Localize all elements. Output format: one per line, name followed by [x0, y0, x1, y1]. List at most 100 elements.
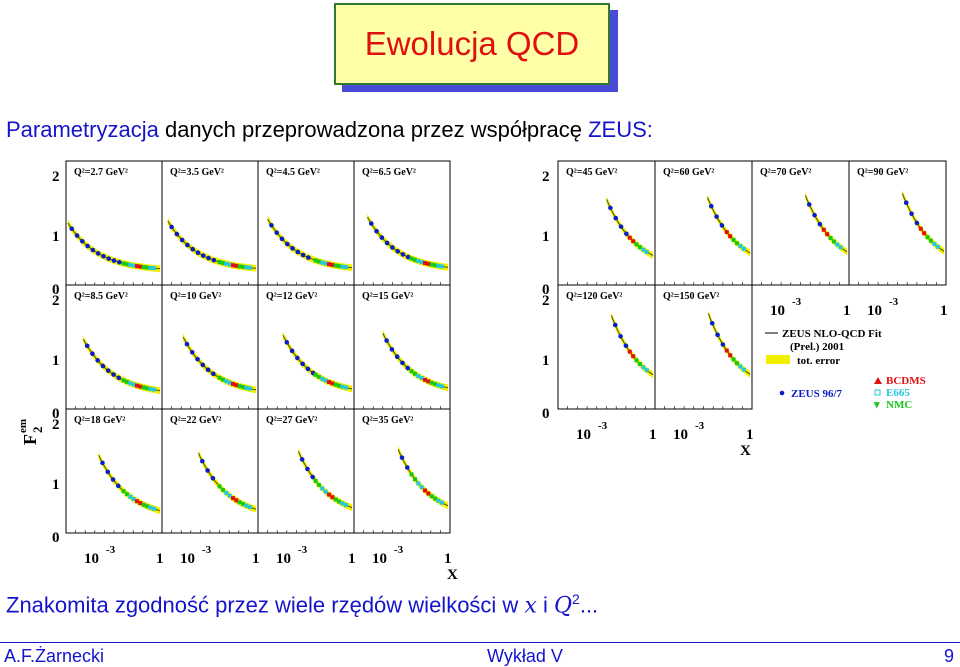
- legend-zeus-marker: [779, 390, 785, 396]
- y-tick-label: 1: [52, 477, 60, 493]
- zeus-point: [394, 354, 400, 360]
- panel-frame: [751, 160, 850, 286]
- e665-point: [227, 262, 232, 267]
- zeus-point: [105, 368, 111, 373]
- e665-point: [641, 247, 646, 252]
- y-tick-label: 0: [52, 530, 60, 546]
- zeus-point: [817, 221, 823, 227]
- nmc-point: [412, 477, 417, 482]
- e665-point: [320, 486, 325, 491]
- panel-q2-label: Q²=15 GeV²: [362, 291, 413, 302]
- zeus-point: [90, 351, 95, 357]
- e665-point: [641, 365, 646, 370]
- x-tick-exponent: -3: [598, 420, 608, 432]
- nmc-point: [145, 504, 150, 509]
- panel-q2-label: Q²=12 GeV²: [266, 291, 317, 302]
- e665-point: [131, 263, 136, 268]
- zeus-point: [715, 332, 720, 338]
- zeus-point: [300, 361, 305, 367]
- e665-point: [935, 244, 940, 249]
- footer-page: 9: [944, 646, 955, 666]
- bcdms-point: [330, 495, 335, 500]
- bcdms-point: [327, 262, 332, 267]
- bcdms-point: [231, 263, 236, 268]
- zeus-point: [368, 221, 374, 226]
- e665-point: [131, 497, 136, 502]
- nmc-point: [316, 374, 321, 379]
- bcdms-point: [728, 234, 733, 239]
- zeus-point: [116, 259, 122, 265]
- x-tick-exponent: -3: [106, 544, 116, 556]
- nmc-point: [433, 382, 438, 387]
- zeus-point: [903, 200, 909, 206]
- e665-point: [932, 241, 937, 246]
- x-axis-label: X: [740, 443, 751, 459]
- panel-frame: [654, 160, 753, 286]
- y-tick-label: 0: [52, 406, 60, 422]
- e665-point: [247, 505, 252, 510]
- nmc-point: [433, 496, 438, 501]
- nmc-point: [828, 236, 833, 241]
- x-axis-label: X: [447, 567, 458, 583]
- nmc-point: [412, 257, 417, 262]
- panel-q2-label: Q²=6.5 GeV²: [362, 167, 416, 178]
- panel-q2-label: Q²=150 GeV²: [663, 291, 719, 302]
- panel-frame: [257, 408, 355, 534]
- e665-point: [419, 485, 424, 490]
- x-tick-label: 10: [770, 303, 785, 319]
- e665-point: [244, 385, 249, 390]
- zeus-point: [116, 375, 122, 381]
- zeus-point: [374, 228, 379, 234]
- zeus-point: [812, 212, 817, 218]
- zeus-point: [618, 333, 623, 339]
- e665-point: [151, 266, 156, 271]
- zeus-point: [211, 371, 216, 377]
- nmc-point: [412, 371, 417, 376]
- nmc-point: [429, 380, 434, 385]
- nmc-point: [731, 357, 736, 362]
- var-q: Q: [553, 593, 573, 619]
- zeus-point: [110, 477, 116, 482]
- zeus-point: [384, 240, 390, 246]
- nmc-point: [831, 239, 836, 244]
- x-tick-label: 10: [867, 303, 882, 319]
- bcdms-point: [426, 261, 431, 266]
- nmc-point: [637, 245, 642, 250]
- zeus-point: [179, 237, 185, 243]
- nmc-point: [220, 487, 225, 492]
- panel-q2-label: Q²=3.5 GeV²: [170, 167, 224, 178]
- e665-point: [439, 500, 444, 505]
- e665-point: [419, 260, 424, 265]
- bcdms-point: [627, 349, 632, 354]
- x-tick-exponent: -3: [202, 544, 212, 556]
- e665-point: [227, 493, 232, 498]
- y-tick-label: 1: [52, 229, 60, 245]
- zeus-point: [306, 255, 311, 260]
- e665-point: [343, 503, 348, 508]
- y-axis-label: 2: [30, 427, 45, 434]
- nmc-point: [333, 263, 338, 268]
- bcdms-point: [631, 354, 636, 359]
- panel-q2-label: Q²=4.5 GeV²: [266, 167, 320, 178]
- nmc-point: [637, 361, 642, 366]
- nmc-point: [429, 262, 434, 267]
- zeus-point: [190, 246, 196, 252]
- zeus-point: [623, 343, 629, 349]
- y-tick-label: 0: [542, 406, 550, 422]
- e665-point: [323, 261, 328, 266]
- legend-bcdms-marker: [874, 377, 882, 384]
- zeus-point: [300, 252, 306, 258]
- zeus-point: [305, 366, 311, 372]
- x-tick-label: 10: [372, 551, 387, 567]
- nmc-point: [316, 482, 321, 487]
- zeus-point: [806, 202, 812, 207]
- bcdms-point: [135, 264, 140, 269]
- bcdms-point: [426, 491, 431, 496]
- e665-point: [439, 384, 444, 389]
- panel-frame: [848, 160, 947, 286]
- zeus-point: [80, 238, 85, 244]
- nmc-point: [313, 258, 318, 263]
- panel-frame: [654, 284, 753, 410]
- panel-frame: [557, 284, 656, 410]
- nmc-point: [409, 369, 414, 374]
